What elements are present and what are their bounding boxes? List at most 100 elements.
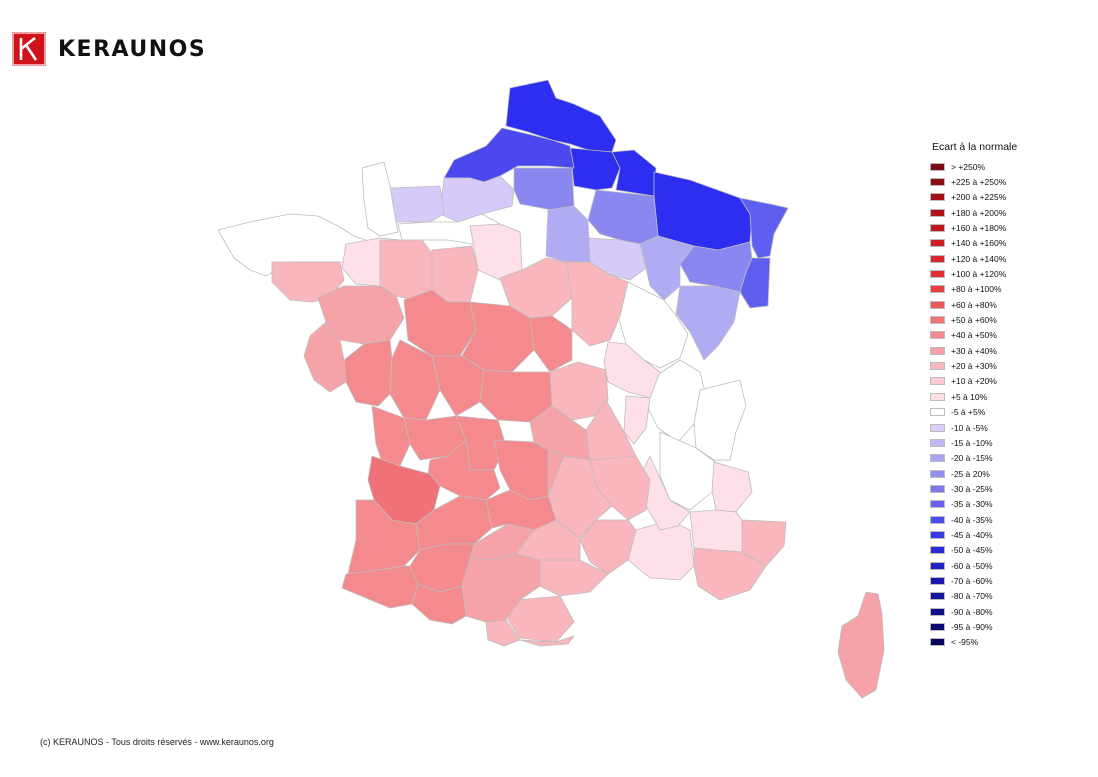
legend-label: +10 à +20% [951,376,997,387]
region-ardennes [611,149,657,197]
legend-label: +140 à +160% [951,238,1007,249]
region-pyrenees-or [519,635,575,647]
legend-label: +200 à +225% [951,192,1007,203]
legend-item: +20 à +30% [930,358,1017,373]
region-haute-saone [675,285,741,361]
region-bourgogne [617,281,689,369]
legend-item: -15 à -10% [930,435,1017,450]
legend-label: +80 à +100% [951,284,1002,295]
legend-swatch [930,638,945,647]
legend-label: -20 à -15% [951,453,993,464]
legend-label: +160 à +180% [951,223,1007,234]
legend-swatch [930,178,945,187]
legend-item: -95 à -90% [930,619,1017,634]
region-marne [587,189,659,245]
legend-swatch [930,622,945,631]
region-var [693,547,767,601]
legend-swatch [930,576,945,585]
legend-item: +120 à +140% [930,251,1017,266]
region-aisne [569,147,621,191]
legend-item: -60 à -50% [930,558,1017,573]
legend-item: +60 à +80% [930,297,1017,312]
legend-item: +80 à +100% [930,282,1017,297]
map-legend: Ecart à la normale > +250% +225 à +250% +2… [930,141,1017,650]
legend-swatch [930,607,945,616]
legend-swatch [930,316,945,325]
region-meuse-moselle [653,171,753,251]
region-deux-sevres [343,339,393,407]
brand-name: KERAUNOS [58,36,207,62]
legend-swatch [930,331,945,340]
region-yonne [565,261,629,347]
legend-label: -40 à -35% [951,514,993,525]
region-seine-marne [545,205,591,263]
region-hautes-alpes [711,461,753,513]
legend-swatch [930,561,945,570]
legend-item: -90 à -80% [930,604,1017,619]
legend-item: -25 à 20% [930,466,1017,481]
region-landes [347,499,421,575]
region-savoie [693,379,747,461]
legend-item: -70 à -60% [930,573,1017,588]
legend-swatch [930,300,945,309]
legend-item: -20 à -15% [930,451,1017,466]
region-seine-maritime [439,175,515,223]
legend-swatch [930,162,945,171]
legend-item: +225 à +250% [930,174,1017,189]
legend-swatch [930,592,945,601]
legend-item: < -95% [930,635,1017,650]
legend-swatch [930,500,945,509]
legend-swatch [930,408,945,417]
legend-swatch [930,438,945,447]
legend-swatch [930,515,945,524]
legend-title: Ecart à la normale [932,141,1018,153]
legend-label: -60 à -50% [951,560,993,571]
legend-swatch [930,454,945,463]
legend-label: -45 à -40% [951,529,993,540]
region-indre [431,355,485,417]
region-gard [579,519,637,575]
legend-swatch [930,392,945,401]
legend-item: -80 à -70% [930,589,1017,604]
legend-item: -40 à -35% [930,512,1017,527]
legend-label: -35 à -30% [951,499,993,510]
legend-label: +60 à +80% [951,299,997,310]
brand-logo: KERAUNOS [12,32,206,66]
legend-item: -50 à -45% [930,543,1017,558]
legend-item: +100 à +120% [930,266,1017,281]
legend-label: < -95% [951,637,979,648]
legend-item: +40 à +50% [930,328,1017,343]
legend-swatch [930,254,945,263]
legend-item: +10 à +20% [930,374,1017,389]
legend-label: -50 à -45% [951,545,993,556]
legend-label: -95 à -90% [951,621,993,632]
region-isere-drome [659,431,719,511]
legend-swatch [930,377,945,386]
legend-label: +40 à +50% [951,330,997,341]
legend-label: +30 à +40% [951,345,997,356]
region-rhone [623,395,651,445]
region-somme [443,127,575,183]
legend-item: +140 à +160% [930,236,1017,251]
legend-item: +50 à +60% [930,312,1017,327]
legend-item: -45 à -40% [930,527,1017,542]
legend-label: -80 à -70% [951,591,993,602]
region-corse [837,591,885,699]
legend-label: -10 à -5% [951,422,988,433]
legend-swatch [930,193,945,202]
legend-swatch [930,469,945,478]
region-vendee [303,321,347,393]
legend-label: +20 à +30% [951,361,997,372]
legend-label: -70 à -60% [951,575,993,586]
legend-label: +50 à +60% [951,315,997,326]
region-manche [361,161,399,237]
legend-item: > +250% [930,159,1017,174]
copyright-footer: (c) KERAUNOS - Tous droits réservés - ww… [40,737,274,747]
legend-item: +160 à +180% [930,220,1017,235]
keraunos-logo-icon [12,32,46,66]
legend-label: -25 à 20% [951,468,990,479]
legend-item: -30 à -25% [930,481,1017,496]
region-haute-garonne [461,553,541,623]
legend-item: +30 à +40% [930,343,1017,358]
